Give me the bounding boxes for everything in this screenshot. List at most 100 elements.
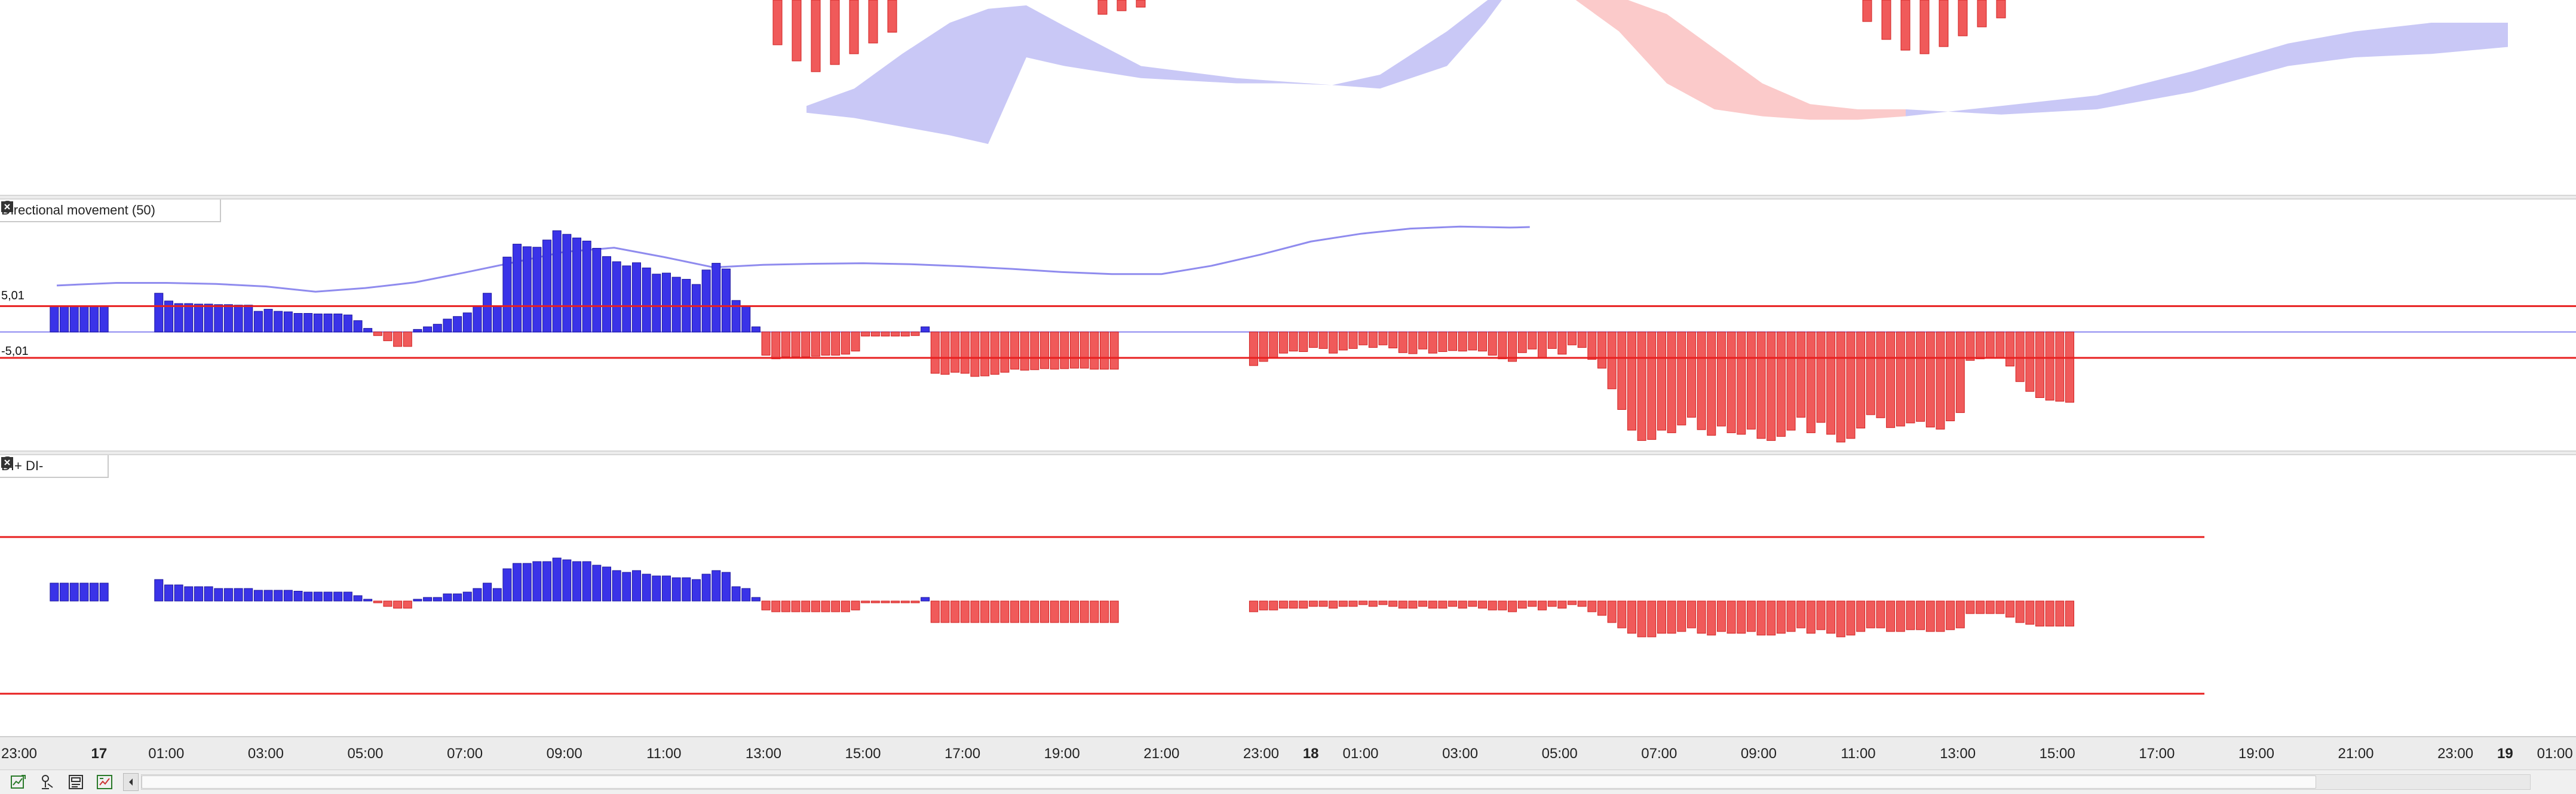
- di-minus-bar: [1050, 600, 1059, 623]
- time-axis[interactable]: 23:00 17 01:00 03:00 05:00 07:00 09:00 11:00 13:…: [0, 736, 2576, 770]
- di-plus-bar: [592, 565, 602, 602]
- di-minus-bar: [841, 600, 850, 612]
- di-plus-bar: [90, 583, 99, 602]
- di-plus-bar: [602, 566, 612, 602]
- di-minus-bar: [1070, 600, 1080, 623]
- negative-bar: [393, 332, 403, 347]
- di-minus-bar: [851, 600, 860, 611]
- di-plus-bar: [671, 577, 681, 602]
- positive-bar: [532, 247, 542, 333]
- negative-bar: [1637, 332, 1646, 441]
- cloud-segment: [2288, 31, 2355, 66]
- pane-splitter[interactable]: [0, 195, 2576, 200]
- di-minus-bar: [1508, 600, 1517, 612]
- positive-bar: [502, 256, 512, 333]
- negative-bar: [1458, 332, 1467, 352]
- di-plus-bar: [244, 588, 253, 602]
- positive-bar: [552, 230, 562, 333]
- di-plus-bar: [612, 570, 621, 602]
- di-plus-bar: [423, 597, 433, 602]
- maximize-window-icon[interactable]: [1, 201, 196, 219]
- negative-bar: [891, 332, 900, 337]
- wrench-settings-icon[interactable]: [1, 456, 63, 474]
- di-minus-bar: [1000, 600, 1010, 623]
- negative-bar: [960, 332, 970, 374]
- di-plus-minus-pane[interactable]: DI+ DI-: [0, 455, 2576, 736]
- di-minus-bar: [393, 600, 403, 609]
- negative-bar: [1388, 332, 1398, 348]
- di-minus-bar: [950, 600, 960, 623]
- wrench-settings-icon[interactable]: [1, 201, 176, 219]
- di-plus-bar: [69, 583, 79, 602]
- di-plus-bar: [522, 563, 532, 602]
- di-minus-bar: [990, 600, 999, 623]
- positive-bar: [214, 304, 223, 333]
- histogram-bar: [1977, 0, 1987, 27]
- negative-bar: [1776, 332, 1786, 437]
- di-minus-bar: [891, 600, 900, 603]
- di-minus-bar: [1985, 600, 1995, 614]
- di-minus-bar: [1020, 600, 1029, 623]
- drawing-tools-icon[interactable]: [37, 772, 57, 792]
- scroll-left-button[interactable]: [123, 773, 139, 791]
- di-minus-bar: [403, 600, 412, 609]
- di-minus-bar: [940, 600, 950, 623]
- positive-bar: [204, 304, 213, 333]
- day-tick-label: 19: [2497, 746, 2513, 762]
- di-minus-bar: [1617, 600, 1627, 629]
- horizontal-scrollbar[interactable]: [141, 774, 2531, 790]
- di-minus-bar: [1816, 600, 1826, 630]
- di-minus-bar: [383, 600, 392, 607]
- di-minus-bar: [1438, 600, 1448, 609]
- negative-bar: [990, 332, 999, 375]
- histogram-bar: [1117, 0, 1127, 11]
- time-tick-label: 01:00: [2537, 746, 2573, 762]
- histogram-bar: [1862, 0, 1872, 22]
- maximize-window-icon[interactable]: [1, 457, 84, 474]
- chart-settings-icon[interactable]: [8, 772, 29, 792]
- di-minus-bar: [1568, 600, 1577, 605]
- di-minus-bar: [791, 600, 801, 612]
- close-icon[interactable]: [1, 201, 216, 219]
- indicators-icon[interactable]: [94, 772, 115, 792]
- di-minus-bar: [1030, 600, 1039, 623]
- di-minus-bar: [1329, 600, 1338, 609]
- negative-bar: [881, 332, 890, 337]
- histogram-bar: [1900, 0, 1910, 51]
- close-icon[interactable]: [1, 456, 104, 474]
- di-minus-bar: [2065, 600, 2075, 627]
- time-tick-label: 01:00: [148, 746, 185, 762]
- negative-bar: [2065, 332, 2075, 403]
- scrollbar-thumb[interactable]: [142, 775, 2316, 789]
- positive-bar: [582, 240, 591, 333]
- time-tick-label: 11:00: [1841, 746, 1876, 762]
- template-icon[interactable]: [66, 772, 86, 792]
- cloud-segment: [1237, 78, 1284, 84]
- pane-header: DI+ DI-: [0, 455, 109, 478]
- negative-bar: [1329, 332, 1338, 354]
- cloud-segment: [2431, 23, 2508, 54]
- di-plus-bar: [50, 583, 59, 602]
- di-minus-bar: [761, 600, 771, 611]
- positive-bar: [562, 234, 572, 333]
- negative-bar: [2005, 332, 2015, 367]
- indicator-pane-top[interactable]: [0, 0, 2576, 195]
- time-tick-label: 23:00: [1243, 746, 1279, 762]
- di-plus-bar: [572, 561, 582, 602]
- di-minus-bar: [881, 600, 890, 603]
- di-minus-bar: [1637, 600, 1646, 637]
- cloud-segment: [1141, 66, 1237, 84]
- negative-bar: [930, 332, 940, 374]
- di-plus-bar: [313, 591, 323, 602]
- di-minus-bar: [1557, 600, 1567, 609]
- pane-splitter[interactable]: [0, 450, 2576, 455]
- di-minus-bar: [1856, 600, 1866, 632]
- di-plus-bar: [483, 583, 492, 602]
- di-minus-bar: [831, 600, 841, 612]
- negative-bar: [970, 332, 980, 377]
- positive-bar: [453, 316, 462, 333]
- directional-movement-pane[interactable]: Directional movement (50) 5,01 -5,01: [0, 200, 2576, 450]
- positive-bar: [462, 312, 472, 333]
- di-minus-bar: [1846, 600, 1856, 636]
- histogram-bar: [1939, 0, 1949, 47]
